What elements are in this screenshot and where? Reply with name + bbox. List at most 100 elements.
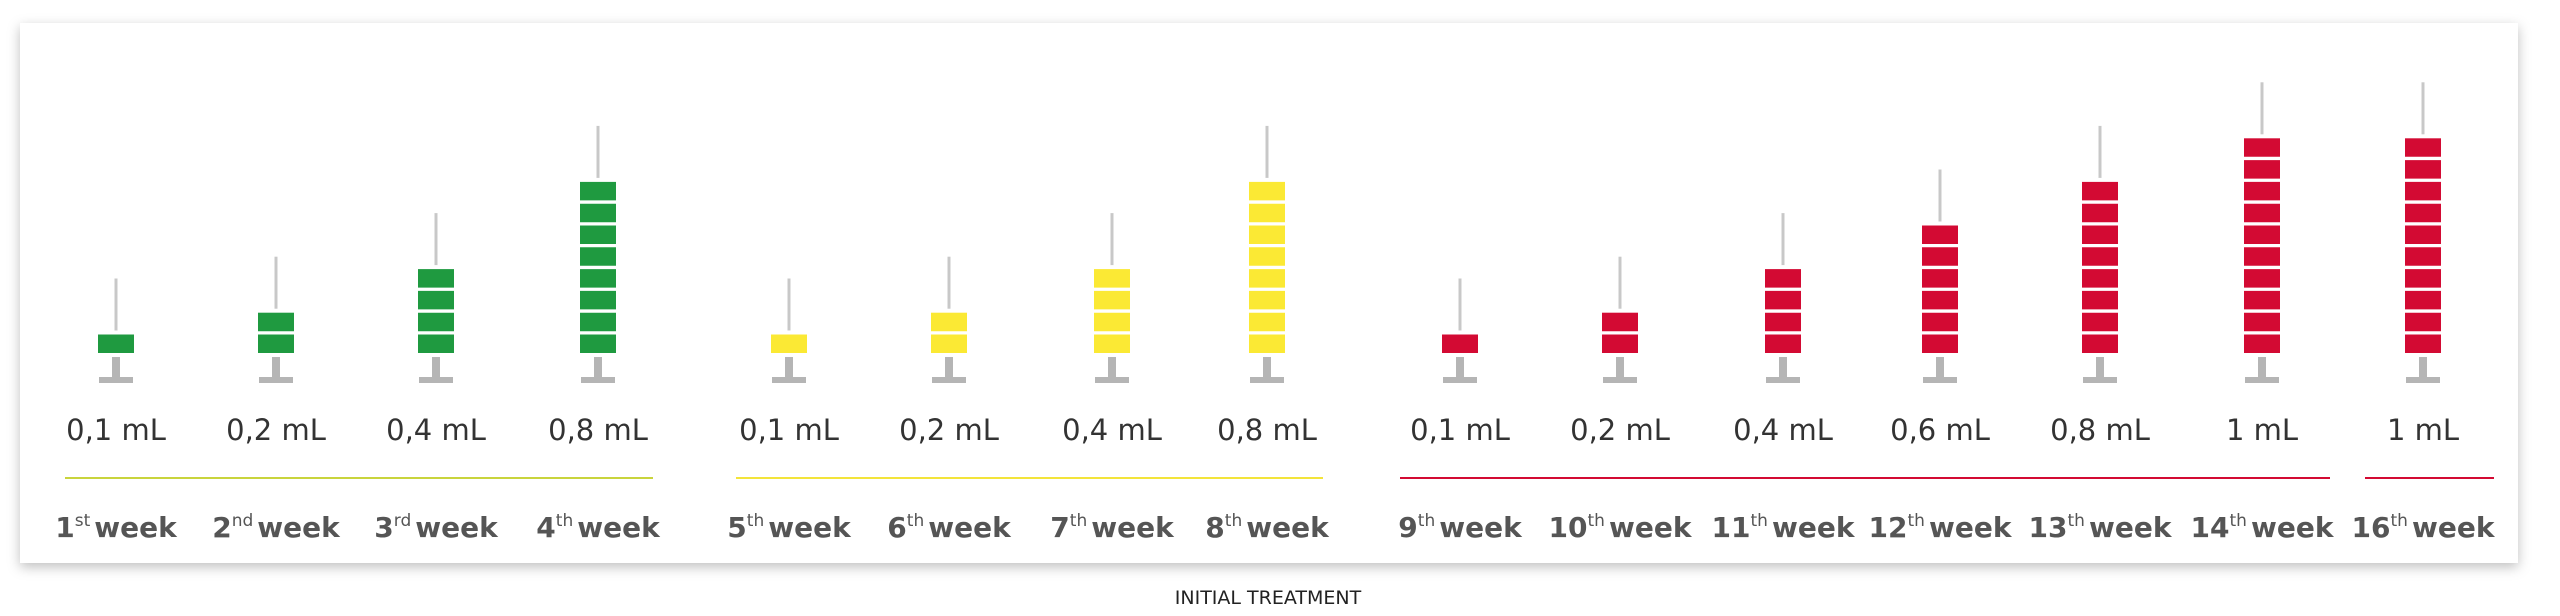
week-word: week — [928, 511, 1012, 544]
syringe-stem — [1263, 357, 1271, 379]
week-label: 5th week — [727, 511, 852, 544]
week-word: week — [2412, 511, 2496, 544]
week-word: week — [1609, 511, 1693, 544]
syringe-stem — [2419, 357, 2427, 379]
syringe-stem — [272, 357, 280, 379]
syringe-base — [99, 377, 133, 383]
syringe-stem — [945, 357, 953, 379]
week-word: week — [1439, 511, 1523, 544]
dose-label: 0,8 mL — [1217, 413, 1317, 447]
syringe-base — [259, 377, 293, 383]
syringe-stem — [2096, 357, 2104, 379]
dose-label: 0,4 mL — [1733, 413, 1833, 447]
week-label: 11th week — [1712, 511, 1856, 544]
syringe-stem — [1936, 357, 1944, 379]
week-suffix: th — [556, 511, 573, 531]
week-suffix: nd — [232, 511, 254, 531]
week-word: week — [1091, 511, 1175, 544]
week-suffix: th — [1418, 511, 1435, 531]
week-number: 9 — [1398, 511, 1417, 544]
week-label: 1st week — [55, 511, 178, 544]
week-number: 5 — [727, 511, 746, 544]
syringe-base — [932, 377, 966, 383]
syringe-base — [1443, 377, 1477, 383]
week-word: week — [1772, 511, 1856, 544]
syringe-base — [2245, 377, 2279, 383]
dose-label: 1 mL — [2387, 413, 2459, 447]
dose-label: 0,8 mL — [548, 413, 648, 447]
week-label: 9th week — [1398, 511, 1523, 544]
syringe-barrel — [771, 334, 807, 353]
week-word: week — [1929, 511, 2013, 544]
week-word: week — [1246, 511, 1330, 544]
week-word: week — [2251, 511, 2335, 544]
syringe-stem — [2258, 357, 2266, 379]
dose-label: 0,8 mL — [2050, 413, 2150, 447]
week-word: week — [415, 511, 499, 544]
week-label: 13th week — [2029, 511, 2173, 544]
syringe-base — [1095, 377, 1129, 383]
dose-label: 0,1 mL — [739, 413, 839, 447]
week-number: 13 — [2029, 511, 2068, 544]
syringe-stem — [1779, 357, 1787, 379]
week-word: week — [577, 511, 661, 544]
week-suffix: th — [1588, 511, 1605, 531]
dose-label: 0,1 mL — [1410, 413, 1510, 447]
dose-label: 0,2 mL — [226, 413, 326, 447]
week-suffix: th — [1225, 511, 1242, 531]
syringe-base — [1603, 377, 1637, 383]
dose-label: 0,2 mL — [899, 413, 999, 447]
week-number: 8 — [1205, 511, 1224, 544]
week-label: 7th week — [1050, 511, 1175, 544]
week-suffix: th — [907, 511, 924, 531]
week-number: 11 — [1712, 511, 1751, 544]
week-number: 16 — [2352, 511, 2391, 544]
syringe-base — [2083, 377, 2117, 383]
week-number: 14 — [2191, 511, 2230, 544]
syringe-barrel — [98, 334, 134, 353]
week-number: 2 — [212, 511, 231, 544]
week-word: week — [2089, 511, 2173, 544]
week-number: 12 — [1869, 511, 1908, 544]
week-label: 3rd week — [374, 511, 499, 544]
week-suffix: st — [75, 511, 91, 531]
syringe-base — [772, 377, 806, 383]
week-label: 4th week — [536, 511, 661, 544]
week-number: 3 — [374, 511, 393, 544]
syringe-base — [1250, 377, 1284, 383]
syringe-base — [419, 377, 453, 383]
week-number: 1 — [55, 511, 74, 544]
dose-label: 0,6 mL — [1890, 413, 1990, 447]
syringe-stem — [432, 357, 440, 379]
week-label: 14th week — [2191, 511, 2335, 544]
week-label: 12th week — [1869, 511, 2013, 544]
week-suffix: rd — [394, 511, 411, 531]
syringe-base — [1923, 377, 1957, 383]
week-suffix: th — [2391, 511, 2408, 531]
week-label: 10th week — [1549, 511, 1693, 544]
dose-label: 0,4 mL — [386, 413, 486, 447]
week-number: 10 — [1549, 511, 1588, 544]
week-suffix: th — [747, 511, 764, 531]
week-suffix: th — [2230, 511, 2247, 531]
syringe-base — [2406, 377, 2440, 383]
syringe-stem — [1616, 357, 1624, 379]
syringe-barrel — [1442, 334, 1478, 353]
week-label: 8th week — [1205, 511, 1330, 544]
week-label: 16th week — [2352, 511, 2496, 544]
syringe-stem — [785, 357, 793, 379]
week-suffix: th — [1751, 511, 1768, 531]
dose-label: 0,4 mL — [1062, 413, 1162, 447]
week-word: week — [768, 511, 852, 544]
week-number: 4 — [536, 511, 555, 544]
week-number: 7 — [1050, 511, 1069, 544]
week-suffix: th — [2068, 511, 2085, 531]
week-word: week — [94, 511, 178, 544]
week-suffix: th — [1908, 511, 1925, 531]
week-label: 6th week — [887, 511, 1012, 544]
week-number: 6 — [887, 511, 906, 544]
week-word: week — [257, 511, 341, 544]
syringe-stem — [1108, 357, 1116, 379]
week-label: 2nd week — [212, 511, 341, 544]
